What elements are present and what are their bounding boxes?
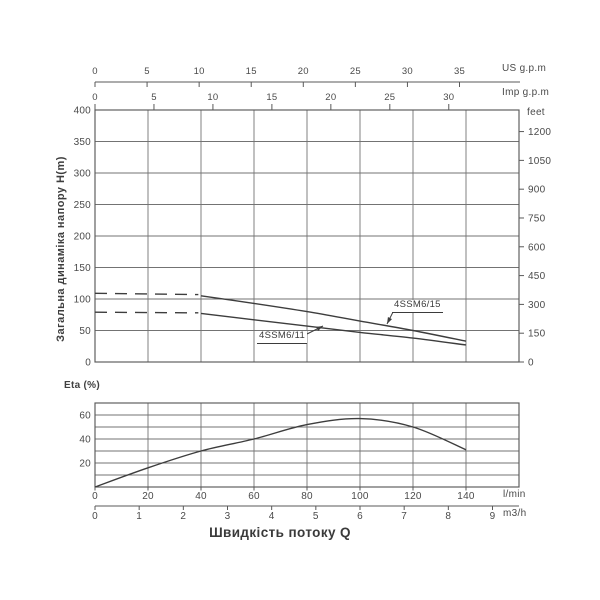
imp-gpm-tick-label: 20 [325, 92, 336, 103]
head-ytick-label: 150 [74, 263, 92, 274]
m3h-tick-label: 8 [445, 511, 451, 522]
imp-gpm-tick-label: 30 [443, 92, 454, 103]
head-ytick-label: 100 [74, 295, 92, 306]
head-axis-title: Загальна динаміка напору H(m) [55, 156, 67, 342]
m3h-tick-label: 1 [136, 511, 142, 522]
us-gpm-tick-label: 35 [454, 66, 465, 77]
eta-ytick-label: 60 [79, 411, 91, 422]
feet-tick-label: 600 [528, 242, 546, 253]
us-gpm-tick-label: 10 [194, 66, 205, 77]
leader-arrowhead [387, 317, 392, 324]
feet-tick-label: 750 [528, 213, 546, 224]
m3h-tick-label: 7 [401, 511, 407, 522]
feet-tick-label: 1200 [528, 127, 551, 138]
us-gpm-tick-label: 30 [402, 66, 413, 77]
feet-tick-label: 450 [528, 271, 546, 282]
us-gpm-tick-label: 5 [144, 66, 150, 77]
feet-tick-label: 1050 [528, 156, 551, 167]
feet-tick-label: 0 [528, 358, 534, 369]
m3h-tick-label: 5 [313, 511, 319, 522]
m3h-tick-label: 2 [180, 511, 186, 522]
curve-4ssm6-15-solid [200, 295, 467, 342]
head-ytick-label: 350 [74, 137, 92, 148]
head-ytick-label: 250 [74, 200, 92, 211]
head-ytick-label: 300 [74, 169, 92, 180]
curve-4ssm6-11-solid [200, 312, 467, 346]
eta-ytick-label: 20 [79, 459, 91, 470]
lmin-tick-label: 0 [92, 491, 98, 502]
imp-gpm-tick-label: 5 [151, 92, 157, 103]
us-gpm-tick-label: 20 [298, 66, 309, 77]
series-label-4ssm6-11: 4SSM6/11 [257, 331, 308, 344]
us-gpm-tick-label: 15 [246, 66, 257, 77]
imp-gpm-tick-label: 25 [384, 92, 395, 103]
us-gpm-tick-label: 0 [92, 66, 98, 77]
lmin-axis-title: l/min [503, 489, 526, 500]
m3h-tick-label: 3 [225, 511, 231, 522]
lmin-tick-label: 80 [301, 491, 313, 502]
imp-gpm-axis-title: Imp g.p.m [502, 87, 550, 98]
head-ytick-label: 50 [79, 326, 91, 337]
head-ytick-label: 0 [85, 358, 91, 369]
lmin-tick-label: 120 [404, 491, 422, 502]
feet-tick-label: 150 [528, 329, 546, 340]
curve-4ssm6-11-dashed [94, 311, 199, 314]
m3h-axis-title: m3/h [503, 508, 527, 519]
m3h-tick-label: 4 [269, 511, 275, 522]
m3h-tick-label: 6 [357, 511, 363, 522]
head-ytick-label: 400 [74, 106, 92, 117]
imp-gpm-tick-label: 0 [92, 92, 98, 103]
series-label-4ssm6-15: 4SSM6/15 [392, 300, 443, 313]
feet-axis-title: feet [527, 107, 545, 118]
head-ytick-label: 200 [74, 232, 92, 243]
imp-gpm-tick-label: 10 [207, 92, 218, 103]
head-chart-frame [94, 109, 520, 363]
lmin-tick-label: 140 [457, 491, 475, 502]
eta-axis-title: Eta (%) [64, 380, 100, 391]
leader-arrowhead [316, 326, 323, 331]
imp-gpm-tick-label: 15 [266, 92, 277, 103]
eta-ytick-label: 40 [79, 435, 91, 446]
feet-tick-label: 300 [528, 300, 546, 311]
m3h-tick-label: 0 [92, 511, 98, 522]
us-gpm-tick-label: 25 [350, 66, 361, 77]
lmin-tick-label: 100 [351, 491, 369, 502]
m3h-tick-label: 9 [490, 511, 496, 522]
curve-eta [94, 417, 467, 488]
curve-4ssm6-15-dashed [94, 292, 199, 296]
lmin-tick-label: 40 [195, 491, 207, 502]
us-gpm-axis-title: US g.p.m [502, 63, 547, 74]
lmin-tick-label: 20 [142, 491, 154, 502]
feet-tick-label: 900 [528, 185, 546, 196]
flow-axis-title: Швидкість потоку Q [209, 525, 351, 540]
lmin-tick-label: 60 [248, 491, 260, 502]
